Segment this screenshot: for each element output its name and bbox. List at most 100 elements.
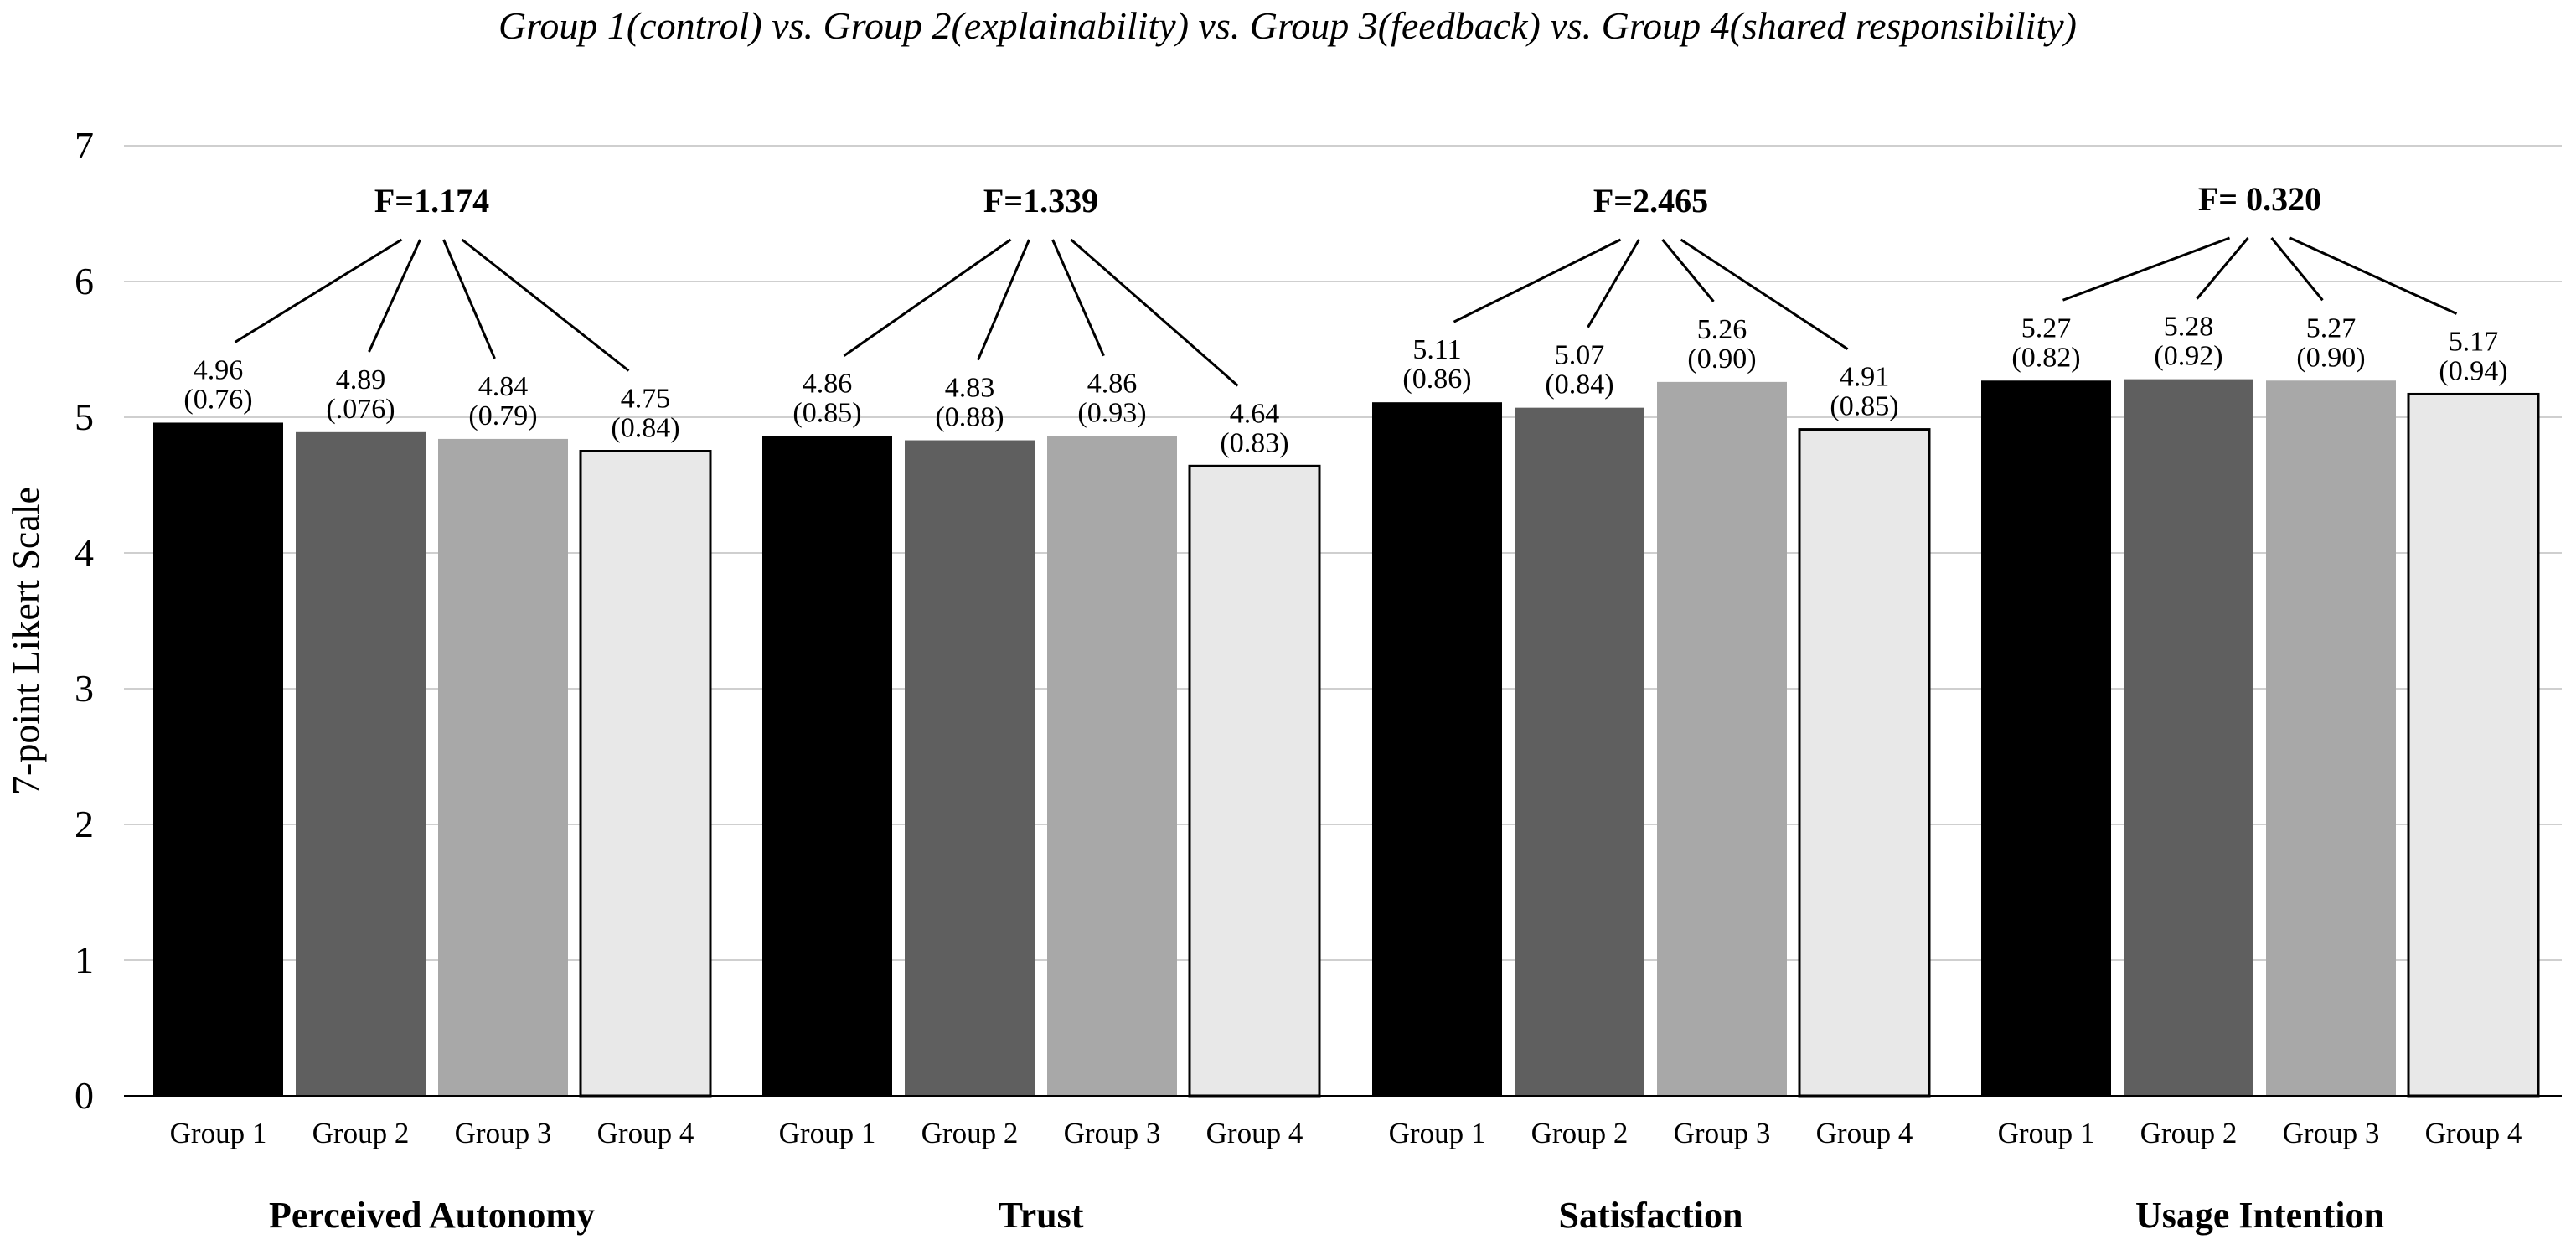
f-connector-line	[1680, 238, 1849, 350]
data-label-sd: (0.84)	[1545, 369, 1613, 400]
x-tick-label: Group 3	[1064, 1117, 1161, 1149]
f-connector-line	[2270, 237, 2324, 302]
data-label-mean: 5.07	[1555, 340, 1605, 371]
chart-title: Group 1(control) vs. Group 2(explainabil…	[498, 4, 2077, 47]
data-label-mean: 4.89	[336, 364, 386, 395]
f-connector-line	[1051, 239, 1105, 357]
bar	[1372, 402, 1502, 1096]
group-label: Perceived Autonomy	[269, 1195, 595, 1236]
bar	[1981, 380, 2111, 1096]
x-tick-label: Group 2	[1531, 1117, 1629, 1149]
data-label-mean: 4.91	[1840, 362, 1890, 393]
bar	[296, 431, 426, 1096]
x-tick-label: Group 2	[921, 1117, 1019, 1149]
data-label-sd: (0.90)	[1687, 343, 1756, 374]
data-label-sd: (0.82)	[2011, 342, 2080, 373]
data-labels: 4.96(0.76)Group 14.89(.076)Group 24.84(0…	[170, 180, 2522, 1236]
data-label-sd: (0.94)	[2439, 355, 2507, 386]
data-label-mean: 4.83	[945, 373, 995, 404]
data-label-mean: 5.27	[2021, 312, 2072, 343]
x-tick-label: Group 4	[597, 1117, 694, 1149]
data-label-sd: (0.90)	[2296, 342, 2365, 373]
bar	[1047, 436, 1177, 1096]
y-tick-label: 4	[75, 531, 94, 574]
y-tick-label: 6	[75, 260, 94, 302]
x-tick-label: Group 3	[455, 1117, 552, 1149]
bar	[438, 438, 568, 1096]
data-label-mean: 4.86	[1087, 369, 1138, 400]
data-label-sd: (0.84)	[611, 413, 679, 444]
x-tick-label: Group 2	[2140, 1117, 2238, 1149]
data-label-sd: (0.85)	[1830, 391, 1898, 422]
data-label-sd: (0.93)	[1077, 398, 1146, 429]
f-connector-line	[1453, 238, 1622, 323]
f-statistic-label: F=1.174	[374, 182, 489, 220]
bar	[905, 440, 1035, 1096]
data-label-sd: (0.76)	[183, 384, 252, 415]
f-connector-line	[461, 238, 630, 372]
f-connector-line	[442, 239, 496, 359]
group-label: Usage Intention	[2135, 1195, 2384, 1236]
f-statistic-label: F= 0.320	[2198, 180, 2321, 218]
axes: 0 1 2 3 4 5 6 7	[75, 124, 2562, 1117]
y-tick-label: 5	[75, 395, 94, 438]
data-label-mean: 4.75	[621, 384, 671, 415]
group-label: Trust	[999, 1195, 1084, 1236]
data-label-mean: 5.28	[2164, 312, 2214, 343]
f-connector-line	[1587, 239, 1640, 328]
f-connector-line	[1070, 238, 1239, 387]
f-connector-line	[2062, 236, 2231, 302]
x-tick-label: Group 1	[779, 1117, 876, 1149]
x-tick-label: Group 4	[1816, 1117, 1913, 1149]
group-label: Satisfaction	[1559, 1195, 1743, 1236]
data-label-sd: (0.79)	[468, 400, 537, 431]
f-connector-line	[977, 239, 1030, 361]
y-tick-label: 0	[75, 1074, 94, 1117]
data-label-sd: (0.85)	[792, 398, 861, 429]
x-tick-label: Group 3	[1674, 1117, 1771, 1149]
data-label-mean: 5.17	[2449, 326, 2499, 357]
data-label-mean: 4.84	[478, 371, 529, 402]
data-label-mean: 5.26	[1697, 314, 1747, 345]
y-tick-label: 2	[75, 803, 94, 845]
bar	[1188, 464, 1321, 1098]
bar	[2124, 379, 2253, 1096]
bars	[153, 379, 2540, 1098]
x-tick-label: Group 4	[1206, 1117, 1303, 1149]
bar	[579, 450, 712, 1098]
x-tick-label: Group 4	[2425, 1117, 2522, 1149]
bar	[1515, 407, 1644, 1096]
bar	[2407, 392, 2540, 1098]
y-tick-label: 1	[75, 938, 94, 981]
data-label-mean: 4.64	[1230, 398, 1280, 429]
bar	[153, 422, 283, 1097]
x-tick-label: Group 3	[2283, 1117, 2380, 1149]
data-label-sd: (0.92)	[2154, 341, 2222, 372]
data-label-mean: 4.86	[803, 369, 853, 400]
bar	[1798, 428, 1931, 1098]
f-stat-connectors	[234, 236, 2458, 387]
f-connector-line	[843, 238, 1012, 357]
data-label-mean: 5.11	[1412, 334, 1461, 365]
data-label-sd: (0.88)	[935, 402, 1004, 433]
y-axis-label: 7-point Likert Scale	[4, 487, 47, 795]
data-label-sd: (.076)	[326, 394, 395, 425]
bar	[1657, 381, 1787, 1096]
data-label-sd: (0.86)	[1402, 364, 1471, 395]
f-connector-line	[234, 238, 403, 343]
f-connector-line	[2289, 236, 2458, 315]
x-tick-label: Group 1	[1998, 1117, 2095, 1149]
x-tick-label: Group 2	[312, 1117, 410, 1149]
f-connector-line	[1661, 239, 1715, 302]
x-tick-label: Group 1	[1389, 1117, 1486, 1149]
f-statistic-label: F=2.465	[1593, 182, 1708, 220]
data-label-mean: 4.96	[194, 354, 244, 385]
y-tick-label: 7	[75, 124, 94, 167]
f-connector-line	[368, 239, 421, 353]
bar	[2266, 380, 2396, 1096]
bar	[762, 436, 892, 1096]
x-tick-label: Group 1	[170, 1117, 267, 1149]
y-tick-label: 3	[75, 667, 94, 710]
data-label-mean: 5.27	[2306, 312, 2357, 343]
